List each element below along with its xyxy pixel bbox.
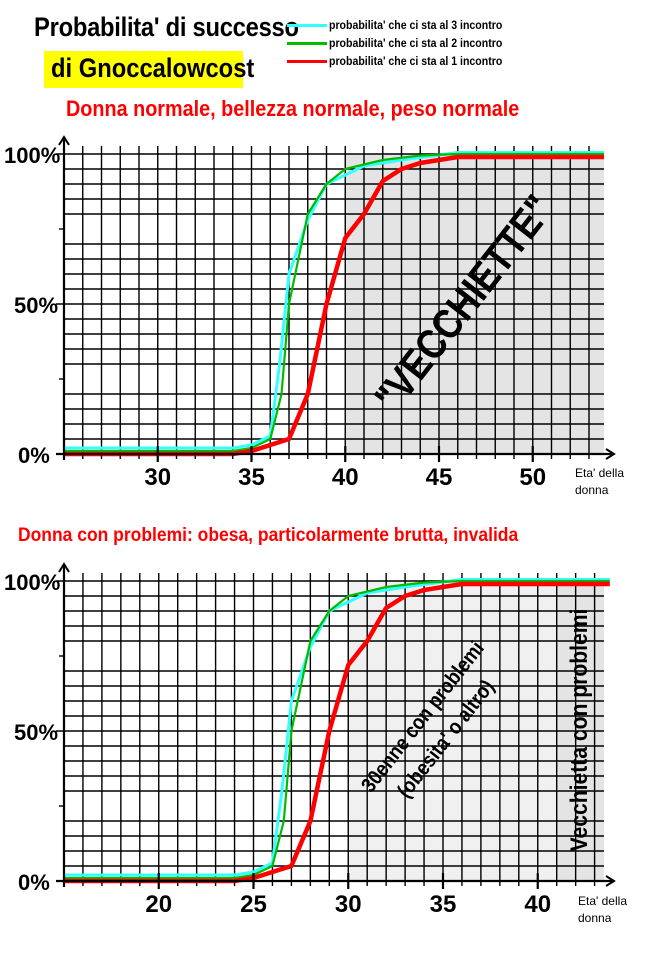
legend-label: probabilita' che ci sta al 1 incontro [329, 54, 503, 68]
legend-swatch-cyan [287, 23, 327, 27]
arrow-right-icon [605, 875, 616, 887]
legend-item-3rd-meeting: probabilita' che ci sta al 3 incontro [287, 16, 526, 34]
legend-item-1st-meeting: probabilita' che ci sta al 1 incontro [287, 52, 526, 70]
top-chart-grid [56, 146, 604, 454]
x-tick-label: 50 [519, 464, 546, 491]
legend: probabilita' che ci sta al 3 incontro pr… [287, 16, 526, 70]
x-tick-label: 30 [144, 464, 171, 491]
x-tick-label: 20 [145, 891, 172, 918]
bottom-chart-grid [56, 573, 604, 881]
x-tick-label: 35 [238, 464, 265, 491]
x-axis-title-line2: donna [578, 911, 612, 925]
chart-title-line1: Probabilita' di successo [34, 12, 299, 42]
x-tick-label: 35 [430, 891, 457, 918]
legend-swatch-red [287, 59, 327, 63]
y-label-100: 100% [4, 570, 60, 595]
x-tick-label: 30 [335, 891, 362, 918]
y-label-0: 0% [18, 443, 50, 468]
series-line [64, 151, 604, 450]
region-label-vecchietta: Vecchietta con problemi [566, 609, 593, 852]
series-line [64, 152, 604, 453]
top-chart: "VECCHIETTE" 100% 50% 0% 30 35 40 45 50 Eta'… [4, 135, 624, 497]
series-line [64, 578, 610, 877]
x-axis-title-line2: donna [575, 483, 609, 497]
bottom-x-tick-labels: 20 25 30 35 40 [145, 891, 551, 918]
legend-label: probabilita' che ci sta al 2 incontro [329, 36, 503, 50]
x-axis-title-line1: Eta' della [578, 894, 627, 908]
y-label-50: 50% [14, 293, 58, 318]
bottom-chart-axes [56, 562, 616, 889]
x-tick-label: 45 [426, 464, 453, 491]
top-chart-axes [56, 135, 616, 462]
chart-title-highlight: di Gnoccalowcost [44, 51, 254, 88]
legend-item-2nd-meeting: probabilita' che ci sta al 2 incontro [287, 34, 526, 52]
legend-swatch-green [287, 41, 327, 45]
series-line [64, 154, 604, 457]
y-label-50: 50% [14, 720, 58, 745]
series-line [64, 579, 610, 880]
chart-title-line2: di Gnoccalowcost [51, 53, 255, 83]
x-tick-label: 40 [332, 464, 359, 491]
x-tick-label: 25 [240, 891, 267, 918]
y-label-100: 100% [4, 143, 60, 168]
arrow-right-icon [605, 448, 616, 460]
series-line [64, 581, 610, 884]
x-axis-title-line1: Eta' della [575, 466, 624, 480]
bottom-chart-series [64, 578, 610, 884]
y-label-0: 0% [18, 870, 50, 895]
x-tick-label: 40 [524, 891, 551, 918]
legend-label: probabilita' che ci sta al 3 incontro [329, 18, 503, 32]
top-x-tick-labels: 30 35 40 45 50 [144, 464, 546, 491]
top-chart-subtitle: Donna normale, bellezza normale, peso no… [66, 96, 520, 121]
arrow-up-icon [58, 562, 70, 573]
top-chart-series [64, 151, 604, 457]
bottom-chart-subtitle: Donna con problemi: obesa, particolarmen… [18, 525, 519, 546]
arrow-up-icon [58, 135, 70, 146]
